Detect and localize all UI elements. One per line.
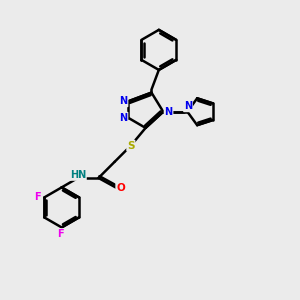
Text: F: F [57, 229, 64, 239]
Text: F: F [34, 192, 41, 203]
Text: O: O [116, 183, 125, 193]
Text: N: N [119, 96, 128, 106]
Text: S: S [127, 141, 135, 151]
Text: N: N [119, 112, 128, 123]
Text: HN: HN [70, 170, 86, 180]
Text: N: N [184, 101, 192, 111]
Text: N: N [164, 107, 172, 117]
